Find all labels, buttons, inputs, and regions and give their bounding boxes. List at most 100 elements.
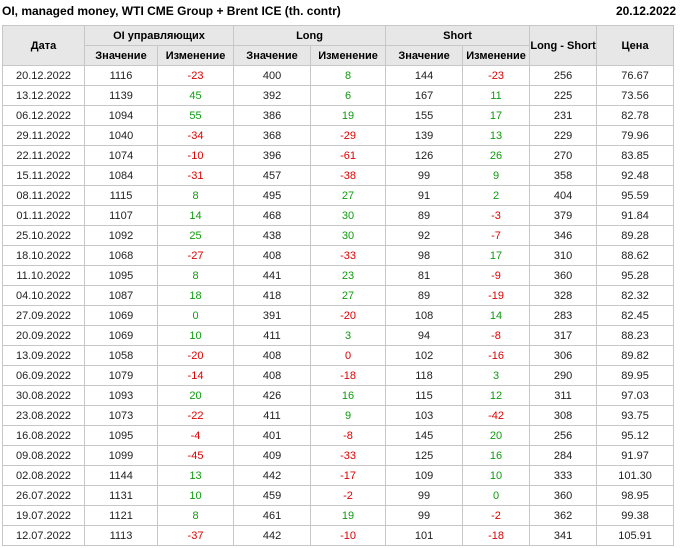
date-cell: 18.10.2022 bbox=[2, 245, 85, 266]
price-cell: 89.28 bbox=[596, 225, 675, 246]
long-cell: 468 bbox=[233, 205, 312, 226]
short-cell: 89 bbox=[385, 205, 464, 226]
oi-cell: 1131 bbox=[84, 485, 158, 506]
col-header-oi-change: Изменение bbox=[156, 45, 235, 66]
long-short-cell: 283 bbox=[529, 305, 598, 326]
table-row: 15.11.2022 1084 -31 457 -38 99 9 358 92.48 bbox=[2, 165, 675, 186]
price-cell: 73.56 bbox=[596, 85, 675, 106]
price-cell: 92.48 bbox=[596, 165, 675, 186]
date-cell: 01.11.2022 bbox=[2, 205, 85, 226]
long-short-cell: 360 bbox=[529, 485, 598, 506]
price-cell: 82.78 bbox=[596, 105, 675, 126]
oi-chg-cell: -10 bbox=[156, 145, 235, 166]
long-cell: 418 bbox=[233, 285, 312, 306]
long-short-cell: 270 bbox=[529, 145, 598, 166]
price-cell: 91.97 bbox=[596, 445, 675, 466]
table-row: 26.07.2022 1131 10 459 -2 99 0 360 98.95 bbox=[2, 485, 675, 506]
table-row: 23.08.2022 1073 -22 411 9 103 -42 308 93.75 bbox=[2, 405, 675, 426]
date-cell: 06.12.2022 bbox=[2, 105, 85, 126]
date-cell: 16.08.2022 bbox=[2, 425, 85, 446]
table-row: 06.12.2022 1094 55 386 19 155 17 231 82.78 bbox=[2, 105, 675, 126]
short-cell: 103 bbox=[385, 405, 464, 426]
short-chg-cell: 13 bbox=[462, 125, 531, 146]
table-row: 22.11.2022 1074 -10 396 -61 126 26 270 83.85 bbox=[2, 145, 675, 166]
long-short-cell: 379 bbox=[529, 205, 598, 226]
oi-cell: 1095 bbox=[84, 265, 158, 286]
long-short-cell: 284 bbox=[529, 445, 598, 466]
date-cell: 04.10.2022 bbox=[2, 285, 85, 306]
short-chg-cell: 2 bbox=[462, 185, 531, 206]
short-chg-cell: -42 bbox=[462, 405, 531, 426]
long-short-cell: 290 bbox=[529, 365, 598, 386]
long-chg-cell: -20 bbox=[310, 305, 387, 326]
col-group-long: Long bbox=[233, 25, 387, 46]
oi-chg-cell: -14 bbox=[156, 365, 235, 386]
long-chg-cell: 0 bbox=[310, 345, 387, 366]
table-row: 12.07.2022 1113 -37 442 -10 101 -18 341 105.91 bbox=[2, 525, 675, 546]
long-chg-cell: -17 bbox=[310, 465, 387, 486]
long-chg-cell: -33 bbox=[310, 245, 387, 266]
long-cell: 411 bbox=[233, 325, 312, 346]
price-cell: 91.84 bbox=[596, 205, 675, 226]
short-chg-cell: -3 bbox=[462, 205, 531, 226]
short-cell: 81 bbox=[385, 265, 464, 286]
oi-cell: 1040 bbox=[84, 125, 158, 146]
oi-cell: 1113 bbox=[84, 525, 158, 546]
oi-cell: 1139 bbox=[84, 85, 158, 106]
oi-chg-cell: 55 bbox=[156, 105, 235, 126]
short-chg-cell: -2 bbox=[462, 505, 531, 526]
long-chg-cell: 16 bbox=[310, 385, 387, 406]
oi-chg-cell: -37 bbox=[156, 525, 235, 546]
header-bar: OI, managed money, WTI CME Group + Brent… bbox=[0, 0, 680, 25]
long-short-cell: 225 bbox=[529, 85, 598, 106]
short-cell: 89 bbox=[385, 285, 464, 306]
table-header: Дата OI управляющих Long Short Long - Sh… bbox=[2, 25, 675, 66]
oi-cell: 1074 bbox=[84, 145, 158, 166]
oi-chg-cell: -34 bbox=[156, 125, 235, 146]
price-cell: 99.38 bbox=[596, 505, 675, 526]
short-chg-cell: 3 bbox=[462, 365, 531, 386]
date-cell: 13.12.2022 bbox=[2, 85, 85, 106]
date-cell: 19.07.2022 bbox=[2, 505, 85, 526]
oi-chg-cell: 0 bbox=[156, 305, 235, 326]
short-chg-cell: 14 bbox=[462, 305, 531, 326]
long-short-cell: 310 bbox=[529, 245, 598, 266]
date-cell: 20.09.2022 bbox=[2, 325, 85, 346]
long-short-cell: 358 bbox=[529, 165, 598, 186]
col-header-short-value: Значение bbox=[385, 45, 464, 66]
long-short-cell: 341 bbox=[529, 525, 598, 546]
oi-cell: 1079 bbox=[84, 365, 158, 386]
short-chg-cell: 9 bbox=[462, 165, 531, 186]
date-cell: 25.10.2022 bbox=[2, 225, 85, 246]
short-chg-cell: 17 bbox=[462, 245, 531, 266]
price-cell: 93.75 bbox=[596, 405, 675, 426]
long-chg-cell: -10 bbox=[310, 525, 387, 546]
long-chg-cell: -61 bbox=[310, 145, 387, 166]
oi-cell: 1058 bbox=[84, 345, 158, 366]
header-group-row: Дата OI управляющих Long Short Long - Sh… bbox=[2, 25, 675, 66]
table-row: 08.11.2022 1115 8 495 27 91 2 404 95.59 bbox=[2, 185, 675, 206]
long-short-cell: 360 bbox=[529, 265, 598, 286]
price-cell: 95.12 bbox=[596, 425, 675, 446]
short-cell: 115 bbox=[385, 385, 464, 406]
short-cell: 145 bbox=[385, 425, 464, 446]
table-row: 13.09.2022 1058 -20 408 0 102 -16 306 89.82 bbox=[2, 345, 675, 366]
table-row: 30.08.2022 1093 20 426 16 115 12 311 97.03 bbox=[2, 385, 675, 406]
oi-chg-cell: -45 bbox=[156, 445, 235, 466]
short-cell: 155 bbox=[385, 105, 464, 126]
short-chg-cell: 17 bbox=[462, 105, 531, 126]
date-cell: 02.08.2022 bbox=[2, 465, 85, 486]
oi-cell: 1073 bbox=[84, 405, 158, 426]
short-chg-cell: -18 bbox=[462, 525, 531, 546]
short-cell: 92 bbox=[385, 225, 464, 246]
short-chg-cell: -19 bbox=[462, 285, 531, 306]
table-row: 20.12.2022 1116 -23 400 8 144 -23 256 76.67 bbox=[2, 65, 675, 86]
short-cell: 144 bbox=[385, 65, 464, 86]
oi-chg-cell: 18 bbox=[156, 285, 235, 306]
oi-chg-cell: -4 bbox=[156, 425, 235, 446]
date-cell: 30.08.2022 bbox=[2, 385, 85, 406]
oi-chg-cell: 20 bbox=[156, 385, 235, 406]
short-chg-cell: -7 bbox=[462, 225, 531, 246]
table-row: 27.09.2022 1069 0 391 -20 108 14 283 82.45 bbox=[2, 305, 675, 326]
